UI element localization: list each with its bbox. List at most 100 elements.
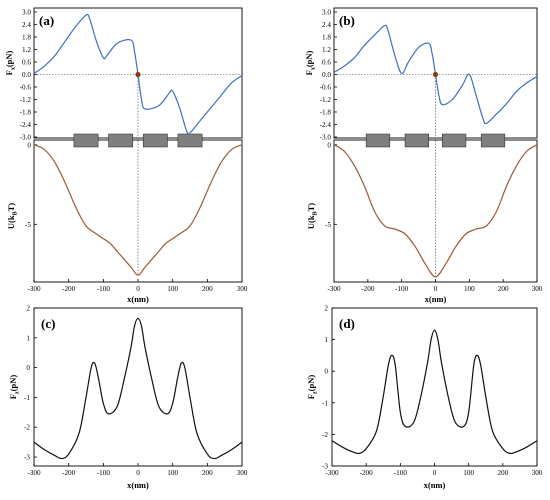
panel-d-frame	[331, 307, 538, 467]
panel-c-xtick-label: 200	[202, 469, 213, 477]
panel-d-ytick-label: -2	[322, 431, 328, 439]
panel-a-xtick-label: 200	[202, 285, 213, 293]
panel-b-label: (b)	[339, 13, 355, 28]
panel-b-top-ytick-label: -2.4	[320, 121, 332, 129]
panel-a-xtick-label: 300	[237, 285, 248, 293]
panel-a-xtick-label: -300	[27, 285, 41, 293]
panel-c-xtick-label: -200	[62, 469, 76, 477]
panel-a-top-ytick-label: 1.2	[22, 46, 31, 54]
panel-a-bottom-ytick-label: -5	[25, 221, 31, 229]
panel-b-marker-dot	[432, 71, 439, 78]
panel-b-nanopore-block	[480, 133, 506, 148]
panel-a-bottom-ylabel-main: U(k	[6, 215, 16, 229]
panel-d-ylabel-unit: (pN)	[306, 375, 316, 392]
panel-a-xtick-label: 100	[167, 285, 178, 293]
panel-a-xtick-label: -200	[62, 285, 76, 293]
panel-a-top-ytick-label: 2.4	[22, 21, 31, 29]
panel-c-ylabel-unit: (pN)	[8, 375, 18, 392]
panel-b-top-ytick-label: -3.0	[320, 134, 332, 142]
panel-a-bottom-ylabel-sub: B	[13, 211, 19, 215]
panel-b-top-ytick-label: 3.0	[322, 9, 331, 17]
panel-a-top-ylabel: Fx(pN)	[4, 50, 17, 75]
panel-d-xtick-label: -100	[394, 469, 408, 477]
panel-a-top-ylabel-main: F	[4, 70, 14, 75]
panel-d-xtick-label: 300	[532, 469, 543, 477]
panel-b-xlabel: x(nm)	[425, 294, 447, 304]
panel-a-nanopore-block	[73, 133, 99, 148]
panel-a-nanopore-block	[108, 133, 134, 148]
panel-c-xlabel: x(nm)	[127, 480, 149, 490]
panel-a-top-ylabel-unit: (pN)	[4, 50, 14, 67]
panel-c-xtick-label: 300	[237, 469, 248, 477]
panel-c-xtick-label: -300	[27, 469, 41, 477]
panel-a-nanopore-block	[177, 133, 203, 148]
panel-a-xlabel: x(nm)	[127, 294, 149, 304]
panel-d-label: (d)	[339, 316, 355, 331]
panel-d-ytick-label: 2	[324, 305, 328, 313]
panel-d-ytick-label: 0	[324, 368, 328, 376]
panel-d-ytick-label: -1	[322, 399, 328, 407]
panel-b-bottom-ytick-label: -5	[325, 221, 331, 229]
panel-c-ytick-label: 2	[26, 305, 30, 313]
panel-a-top-ytick-label: -3.0	[20, 134, 32, 142]
panel-b-top-ytick-label: 1.8	[322, 34, 331, 42]
panel-a-marker-dot	[135, 71, 141, 78]
panel-b-xtick-label: -300	[327, 285, 341, 293]
panel-a-top-ytick-label: 0.0	[22, 71, 31, 79]
panel-b-top-ytick-label: 0.6	[322, 59, 331, 67]
panel-a-top-ytick-label: -1.8	[20, 109, 32, 117]
panel-b-top-ytick-label: -0.6	[320, 84, 332, 92]
panel-a-top-ytick-label: -1.2	[20, 96, 32, 104]
panel-b-xtick-label: -100	[395, 285, 409, 293]
panel-a-top-ylabel-sub: x	[11, 67, 17, 70]
panel-a-potential-line	[33, 144, 243, 276]
panel-c-xtick-label: 0	[136, 469, 140, 477]
panel-d-xtick-label: 200	[497, 469, 508, 477]
panel-b-top-ylabel-sub: x	[311, 67, 317, 70]
panel-c-ytick-label: -1	[24, 394, 30, 402]
panel-c-xtick-label: -100	[97, 469, 111, 477]
panel-d-ytick-label: 1	[324, 336, 328, 344]
panel-d-ylabel-main: F	[306, 394, 316, 399]
panel-b-bottom-ytick-label: 0	[327, 141, 331, 149]
panel-c-ylabel-sub: z	[15, 391, 21, 394]
panel-b-top-ytick-label: -1.2	[320, 96, 332, 104]
panel-b-potential-line	[333, 144, 538, 278]
panel-c-xtick-label: 100	[167, 469, 178, 477]
panel-d-ylabel-sub: z	[313, 391, 319, 394]
panel-c-ytick-label: -2	[24, 424, 30, 432]
panel-b-xtick-label: 200	[498, 285, 509, 293]
panel-c-ytick-label: 1	[26, 334, 30, 342]
panel-a-nanopore-block	[142, 133, 168, 148]
panel-b-nanopore-block	[404, 133, 429, 148]
panel-a-xtick-label: -100	[97, 285, 111, 293]
panel-a-top-ytick-label: 3.0	[22, 9, 31, 17]
panel-b-xtick-label: 300	[532, 285, 543, 293]
panel-b-nanopore-block	[365, 133, 391, 148]
panel-b-bottom-ylabel-main: U(k	[306, 215, 316, 229]
panel-d-force-line	[331, 329, 538, 455]
panel-d-ytick-label: -3	[322, 463, 328, 471]
panel-a-top-ytick-label: -0.6	[20, 84, 32, 92]
panel-b-bottom-ylabel-unit: T)	[306, 203, 316, 212]
panel-b-top-ylabel-unit: (pN)	[304, 50, 314, 67]
panel-a-xtick-label: 0	[136, 285, 140, 293]
panel-c-label: (c)	[41, 316, 55, 331]
panel-b-top-ylabel-main: F	[304, 70, 314, 75]
panel-b-bottom-ylabel: U(kBT)	[306, 203, 319, 229]
panel-a-top-ytick-label: -2.4	[20, 121, 32, 129]
panel-a-bottom-ytick-label: 0	[27, 141, 31, 149]
panel-d-ylabel: Fz(pN)	[306, 375, 319, 400]
panel-c-force-line	[33, 317, 243, 460]
panel-d-xlabel: x(nm)	[424, 480, 446, 490]
panel-c-ylabel: Fz(pN)	[8, 375, 21, 400]
panel-b-top-ytick-label: 2.4	[322, 21, 331, 29]
panel-b-bottom-ylabel-sub: B	[313, 211, 319, 215]
panel-c-ytick-label: -3	[24, 454, 30, 462]
panel-b-top-ytick-label: 0.0	[322, 71, 331, 79]
panel-b-nanopore-block	[442, 133, 467, 148]
panel-a-label: (a)	[39, 13, 54, 28]
panel-b-xtick-label: 100	[464, 285, 475, 293]
panel-c-ytick-label: 0	[26, 364, 30, 372]
